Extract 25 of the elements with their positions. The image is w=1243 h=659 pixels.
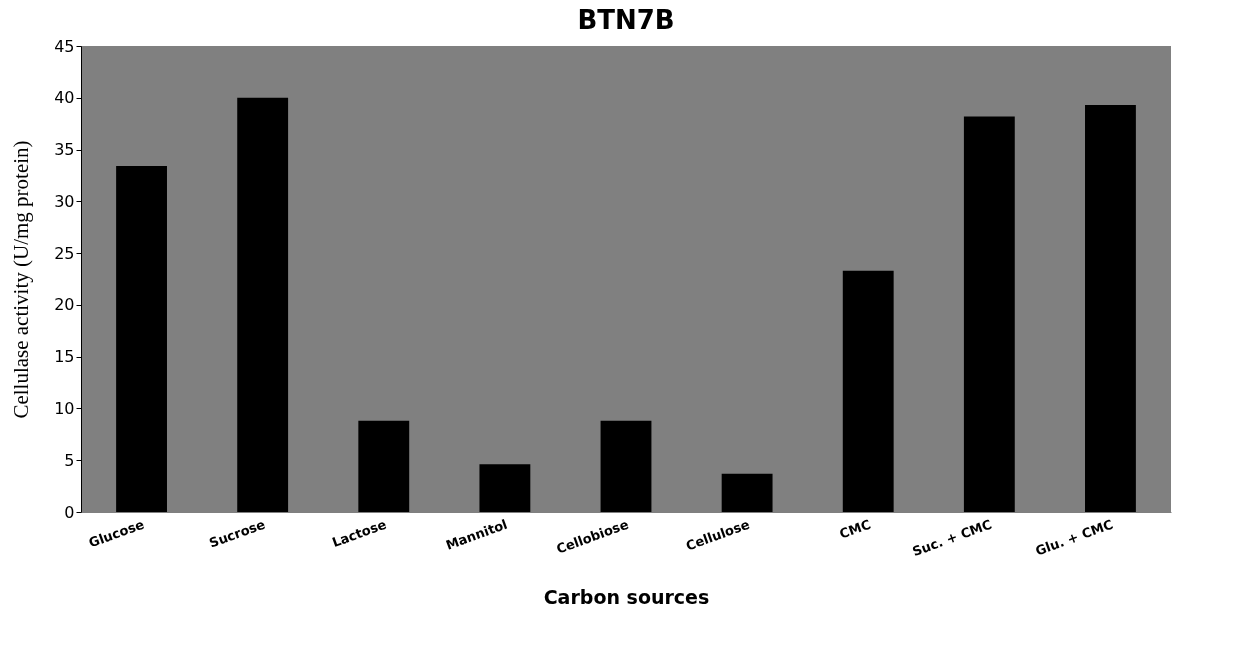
y-tick-label: 5	[64, 450, 75, 470]
bar	[479, 464, 531, 512]
bar	[116, 166, 167, 512]
y-tick-label: 45	[54, 36, 75, 56]
x-tick-label: Suc. + CMC	[910, 516, 994, 560]
y-tick-label: 0	[64, 502, 75, 522]
bar	[721, 473, 773, 512]
y-tick-label: 20	[54, 295, 75, 315]
x-tick-label: Glu. + CMC	[1033, 516, 1115, 559]
y-tick-label: 15	[54, 347, 75, 367]
chart-title: BTN7B	[577, 5, 675, 35]
y-tick-label: 35	[54, 140, 75, 160]
y-tick-label: 30	[54, 191, 75, 211]
x-tick-label: CMC	[837, 516, 873, 542]
bar	[963, 116, 1015, 512]
y-tick-label: 10	[54, 398, 75, 418]
y-tick-label: 25	[54, 243, 75, 263]
x-axis-title: Carbon sources	[543, 586, 710, 609]
bar	[600, 420, 652, 512]
y-axis-title: Cellulase activity (U/mg protein)	[9, 140, 34, 419]
bar	[1085, 105, 1136, 512]
bar	[842, 270, 894, 512]
y-tick-label: 40	[54, 88, 75, 108]
bar	[358, 420, 410, 512]
bar	[237, 97, 289, 512]
